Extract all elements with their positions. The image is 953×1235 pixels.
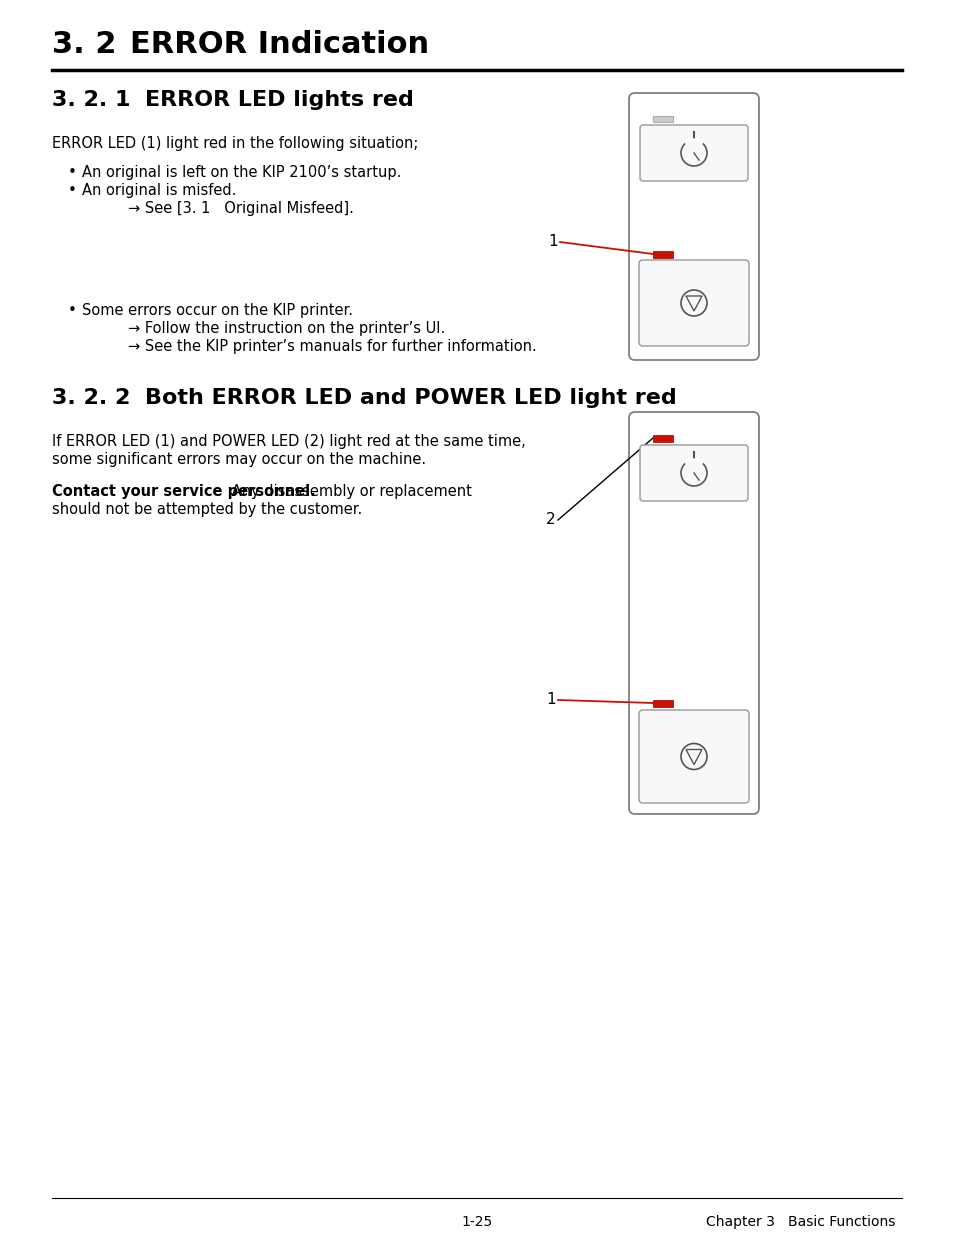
Bar	[652, 435, 672, 442]
Text: Chapter 3   Basic Functions: Chapter 3 Basic Functions	[705, 1215, 894, 1229]
FancyBboxPatch shape	[639, 261, 748, 346]
Text: ERROR Indication: ERROR Indication	[130, 30, 429, 59]
Text: •: •	[68, 303, 77, 317]
Text: •: •	[68, 165, 77, 180]
Text: Both ERROR LED and POWER LED light red: Both ERROR LED and POWER LED light red	[145, 388, 676, 408]
Bar	[652, 700, 672, 706]
FancyBboxPatch shape	[628, 412, 759, 814]
Text: ERROR LED lights red: ERROR LED lights red	[145, 90, 414, 110]
Text: Any disassembly or replacement: Any disassembly or replacement	[227, 484, 472, 499]
Text: 3. 2. 2: 3. 2. 2	[52, 388, 131, 408]
Text: An original is left on the KIP 2100’s startup.: An original is left on the KIP 2100’s st…	[82, 165, 401, 180]
Text: 1-25: 1-25	[461, 1215, 492, 1229]
Bar	[652, 116, 672, 122]
Text: 3. 2: 3. 2	[52, 30, 116, 59]
FancyBboxPatch shape	[628, 93, 759, 359]
Text: If ERROR LED (1) and POWER LED (2) light red at the same time,: If ERROR LED (1) and POWER LED (2) light…	[52, 433, 525, 450]
Text: → See the KIP printer’s manuals for further information.: → See the KIP printer’s manuals for furt…	[128, 338, 537, 354]
Text: Some errors occur on the KIP printer.: Some errors occur on the KIP printer.	[82, 303, 353, 317]
Text: 1: 1	[547, 235, 558, 249]
Text: •: •	[68, 183, 77, 198]
FancyBboxPatch shape	[639, 445, 747, 501]
Text: → Follow the instruction on the printer’s UI.: → Follow the instruction on the printer’…	[128, 321, 445, 336]
Text: should not be attempted by the customer.: should not be attempted by the customer.	[52, 501, 362, 517]
Text: 2: 2	[545, 513, 555, 527]
FancyBboxPatch shape	[639, 710, 748, 803]
Text: some significant errors may occur on the machine.: some significant errors may occur on the…	[52, 452, 426, 467]
Text: Contact your service personnel.: Contact your service personnel.	[52, 484, 315, 499]
Text: 1: 1	[545, 693, 555, 708]
Text: 3. 2. 1: 3. 2. 1	[52, 90, 131, 110]
FancyBboxPatch shape	[639, 125, 747, 182]
Bar	[652, 251, 672, 258]
Text: An original is misfed.: An original is misfed.	[82, 183, 236, 198]
Text: → See [3. 1   Original Misfeed].: → See [3. 1 Original Misfeed].	[128, 201, 354, 216]
Text: ERROR LED (1) light red in the following situation;: ERROR LED (1) light red in the following…	[52, 136, 418, 151]
